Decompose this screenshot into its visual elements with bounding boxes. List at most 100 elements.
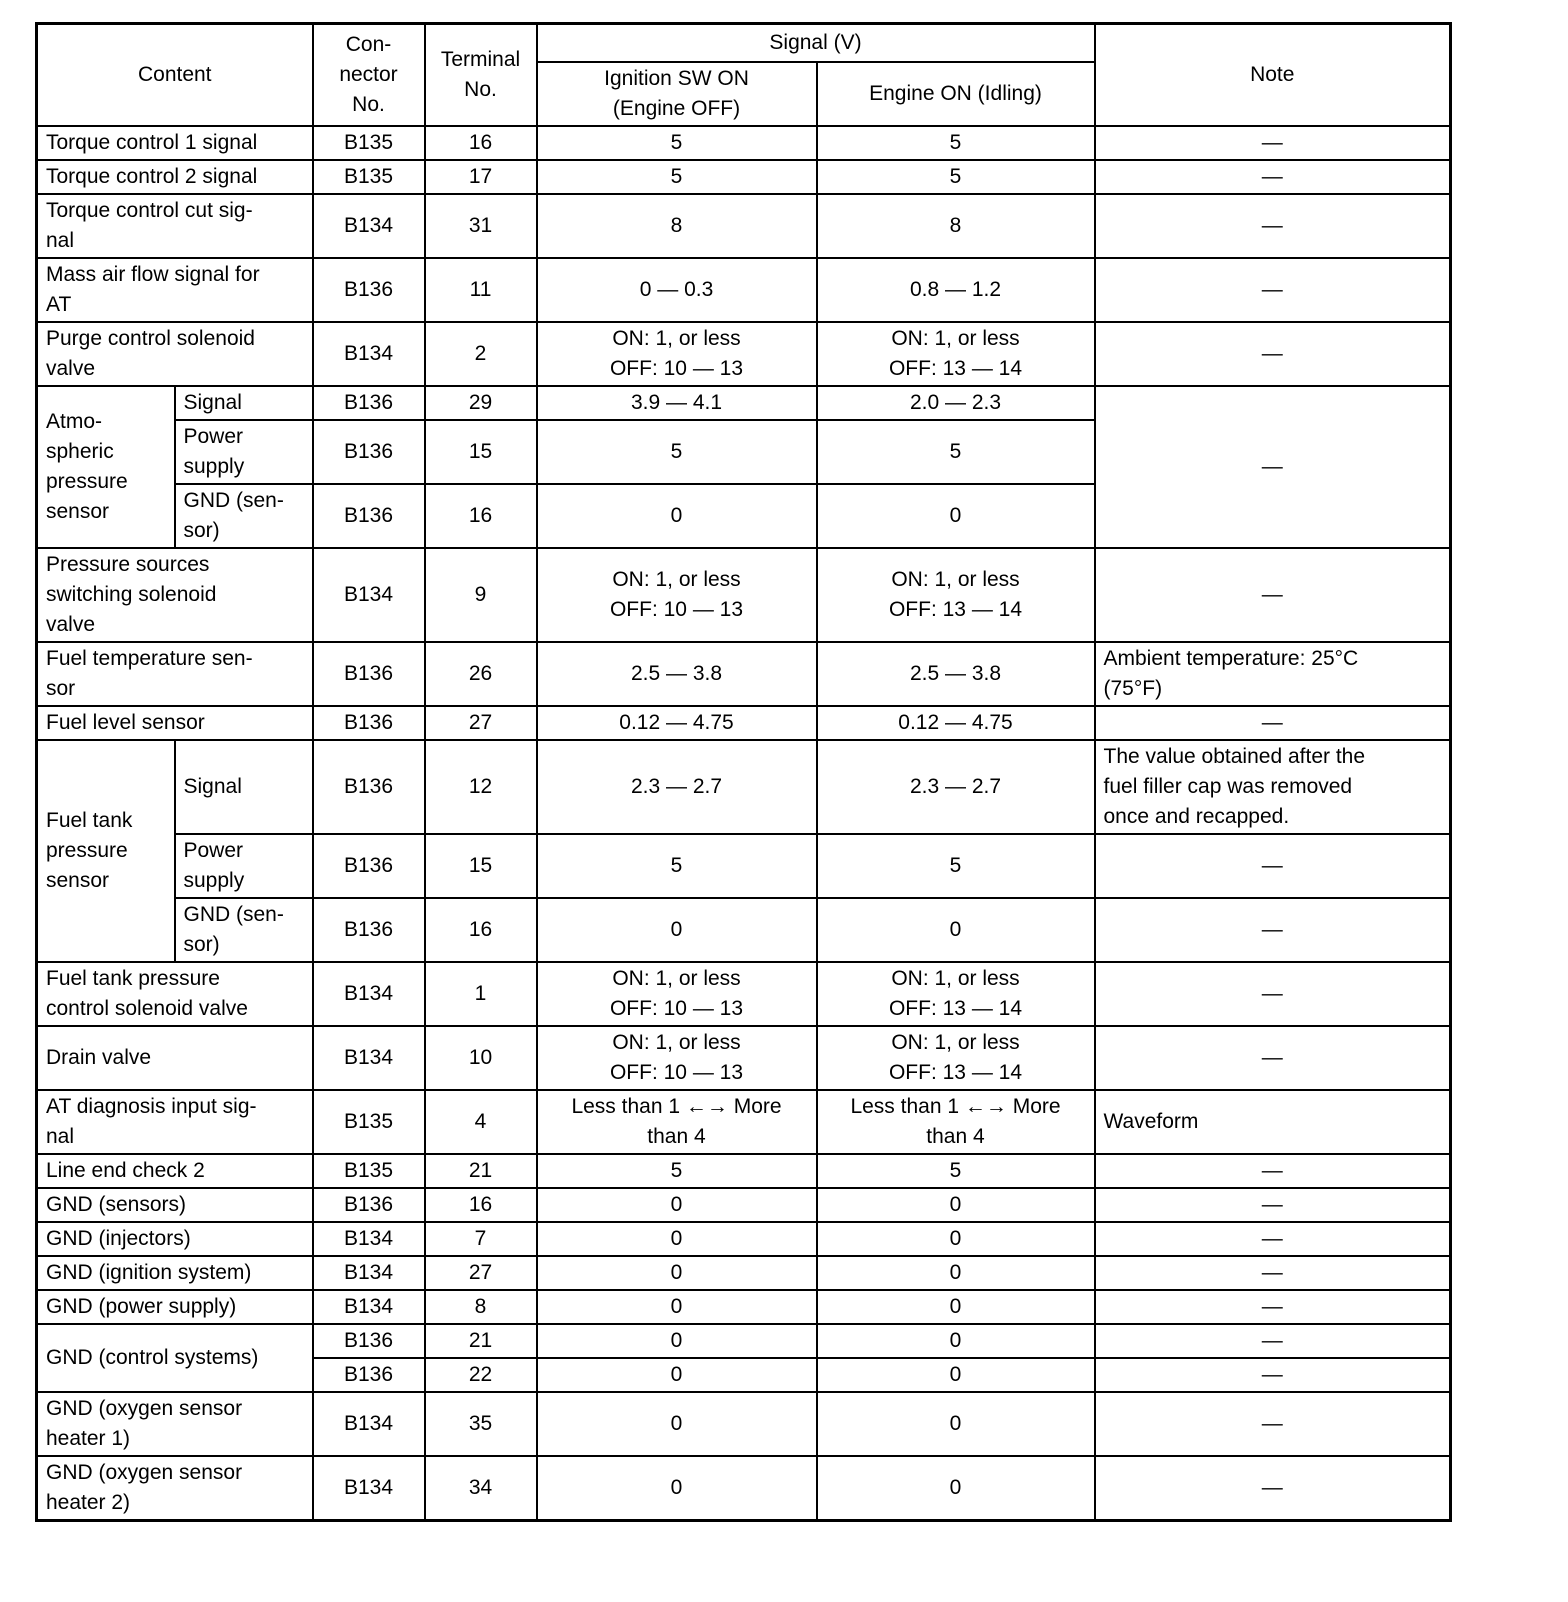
connector-cell: B136: [311, 1357, 426, 1393]
note-cell: —: [1093, 1357, 1452, 1393]
content-cell: Line end check 2: [35, 1153, 314, 1189]
engine-on-value: 0: [815, 1357, 1096, 1393]
table-row: Fuel tank pressure sensor Signal B136 12 2.3…: [35, 739, 1452, 963]
table-row: Pressure sources switching solenoid valv…: [35, 547, 1452, 643]
terminal-cell: 15: [423, 419, 538, 485]
content-group-cell: Fuel tank pressure sensor: [35, 739, 176, 963]
engine-on-value: 2.5 — 3.8: [815, 641, 1096, 707]
connector-cell: B134: [311, 547, 426, 643]
header-note: Note: [1093, 22, 1452, 127]
terminal-cell: 21: [423, 1323, 538, 1359]
note-cell: —: [1093, 125, 1452, 161]
table-row: Torque control 1 signal B135 16 5 5—: [35, 125, 1452, 161]
terminal-cell: 10: [423, 1025, 538, 1091]
connector-cell: B136: [311, 705, 426, 741]
connector-cell: B136: [311, 739, 426, 835]
note-cell: The value obtained after the fuel filler…: [1093, 739, 1452, 835]
ignition-on-value: 0: [535, 1289, 818, 1325]
table-row: GND (sen- sor) B136 16 0 0—: [37, 897, 1452, 963]
note-cell: —: [1093, 1221, 1452, 1257]
engine-on-value: 0: [815, 1221, 1096, 1257]
connector-cell: B134: [311, 1255, 426, 1291]
ignition-on-value: ON: 1, or less OFF: 10 — 13: [535, 321, 818, 387]
table-row: AT diagnosis input sig- nal B135 4 Less tha…: [35, 1089, 1452, 1155]
terminal-cell: 29: [423, 385, 538, 421]
connector-cell: B135: [311, 159, 426, 195]
connector-cell: B134: [311, 1455, 426, 1522]
content-cell: Pressure sources switching solenoid valv…: [35, 547, 314, 643]
ignition-on-value: 5: [535, 419, 818, 485]
engine-on-value: 0.12 — 4.75: [815, 705, 1096, 741]
table-row: B136 22 0 0—: [37, 1357, 1452, 1393]
engine-on-value: 8: [815, 193, 1096, 259]
note-cell: —: [1093, 1289, 1452, 1325]
engine-on-value: 0: [815, 897, 1096, 963]
terminal-cell: 2: [423, 321, 538, 387]
ignition-on-value: 0: [535, 1255, 818, 1291]
note-cell: —: [1093, 1187, 1452, 1223]
content-cell: Purge control solenoid valve: [35, 321, 314, 387]
ignition-on-value: ON: 1, or less OFF: 10 — 13: [535, 547, 818, 643]
note-cell: —: [1093, 1391, 1452, 1457]
header-content: Content: [35, 22, 314, 127]
terminal-cell: 27: [423, 1255, 538, 1291]
terminal-cell: 34: [423, 1455, 538, 1522]
connector-cell: B136: [311, 257, 426, 323]
engine-on-value: 2.0 — 2.3: [815, 385, 1096, 421]
ignition-on-value: 0: [535, 1323, 818, 1359]
content-cell: AT diagnosis input sig- nal: [35, 1089, 314, 1155]
terminal-cell: 31: [423, 193, 538, 259]
note-cell: —: [1093, 257, 1452, 323]
table-row: GND (oxygen sensor heater 1) B134 35 0 0—: [35, 1391, 1452, 1457]
note-cell: Ambient temperature: 25°C (75°F): [1093, 641, 1452, 707]
terminal-cell: 16: [423, 125, 538, 161]
terminal-cell: 15: [423, 833, 538, 899]
note-cell: —: [1093, 321, 1452, 387]
terminal-cell: 21: [423, 1153, 538, 1189]
ignition-on-value: 5: [535, 159, 818, 195]
engine-on-value: ON: 1, or less OFF: 13 — 14: [815, 1025, 1096, 1091]
content-cell: Torque control 1 signal: [35, 125, 314, 161]
sub-content-cell: Power supply: [173, 833, 314, 899]
sub-content-cell: Power supply: [173, 419, 314, 485]
connector-cell: B134: [311, 1391, 426, 1457]
table-row: GND (injectors) B134 7 0 0—: [35, 1221, 1452, 1257]
note-cell: —: [1093, 1323, 1452, 1359]
table-row: Torque control 2 signal B135 17 5 5—: [35, 159, 1452, 195]
terminal-cell: 17: [423, 159, 538, 195]
ignition-on-value: 0: [535, 1221, 818, 1257]
table-row: Fuel temperature sen- sor B136 26 2.5 — 3.8…: [35, 641, 1452, 707]
engine-on-value: 0: [815, 1187, 1096, 1223]
ignition-on-value: 0: [535, 1187, 818, 1223]
engine-on-value: 5: [815, 419, 1096, 485]
engine-on-value: 0: [815, 1391, 1096, 1457]
note-cell: —: [1093, 1455, 1452, 1522]
engine-on-value: ON: 1, or less OFF: 13 — 14: [815, 321, 1096, 387]
ignition-on-value: 2.3 — 2.7: [535, 739, 818, 835]
content-cell: Fuel level sensor: [35, 705, 314, 741]
header-connector: Con- nector No.: [311, 22, 426, 127]
terminal-cell: 11: [423, 257, 538, 323]
content-cell: GND (oxygen sensor heater 1): [35, 1391, 314, 1457]
engine-on-value: ON: 1, or less OFF: 13 — 14: [815, 961, 1096, 1027]
ignition-on-value: 0: [535, 483, 818, 549]
engine-on-value: 2.3 — 2.7: [815, 739, 1096, 835]
ignition-on-value: 5: [535, 1153, 818, 1189]
ignition-on-value: 0: [535, 1357, 818, 1393]
ignition-on-value: ON: 1, or less OFF: 10 — 13: [535, 1025, 818, 1091]
content-cell: Torque control 2 signal: [35, 159, 314, 195]
table-row: GND (ignition system) B134 27 0 0—: [35, 1255, 1452, 1291]
engine-on-value: 5: [815, 1153, 1096, 1189]
engine-on-value: 0: [815, 1255, 1096, 1291]
engine-on-value: 0: [815, 483, 1096, 549]
connector-cell: B135: [311, 1153, 426, 1189]
terminal-cell: 22: [423, 1357, 538, 1393]
engine-on-value: 5: [815, 125, 1096, 161]
connector-cell: B134: [311, 193, 426, 259]
note-cell: —: [1093, 385, 1452, 549]
connector-cell: B135: [311, 125, 426, 161]
content-cell: GND (ignition system): [35, 1255, 314, 1291]
note-cell: —: [1093, 193, 1452, 259]
content-cell: GND (oxygen sensor heater 2): [35, 1455, 314, 1522]
note-cell: Waveform: [1093, 1089, 1452, 1155]
